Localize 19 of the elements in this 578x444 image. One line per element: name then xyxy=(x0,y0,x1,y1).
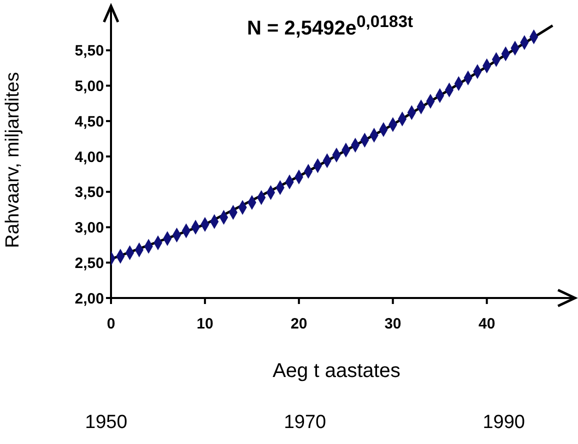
y-tick-label: 5,00 xyxy=(74,78,104,96)
y-tick-label: 5,50 xyxy=(74,42,104,60)
y-axis-title: Rahvaarv, miljardites xyxy=(2,72,24,248)
x-tick-label: 40 xyxy=(478,316,496,333)
y-tick-label: 3,50 xyxy=(74,184,104,202)
y-tick-label: 3,00 xyxy=(74,220,104,237)
text: 1990 xyxy=(482,412,525,434)
x-tick-label: 30 xyxy=(384,316,402,333)
x-tick-label: 0 xyxy=(106,316,116,333)
y-tick-label: 4,00 xyxy=(74,148,104,166)
y-tick-label: 2,50 xyxy=(74,254,104,272)
x-tick-label: 20 xyxy=(290,316,308,333)
x-axis-title: Aeg t aastates xyxy=(272,360,402,383)
chart-title: N = 2,5492e$^{0,0183t}$ xyxy=(246,12,414,41)
x-tick-label: 10 xyxy=(196,316,214,333)
text: 1950 xyxy=(85,412,128,434)
y-tick-label: 4,50 xyxy=(74,113,104,130)
y-tick-label: 2,00 xyxy=(74,290,104,308)
text: 1970 xyxy=(284,412,326,434)
